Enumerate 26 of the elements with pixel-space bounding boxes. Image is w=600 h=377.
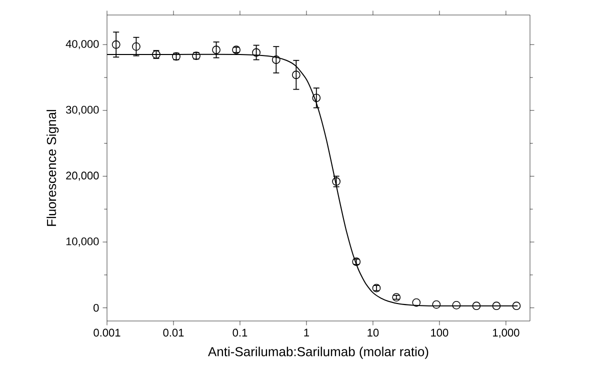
x-tick-label: 1 [304,328,309,336]
x-axis-title: Anti-Sarilumab:Sarilumab (molar ratio) [208,346,428,359]
y-tick-label: 0 [94,304,99,312]
point [272,56,280,64]
y-tick-label: 40,000 [66,40,99,50]
point [452,300,461,310]
x-tick-label: 0.1 [232,328,248,337]
point [212,46,220,54]
x-tick-label: 0.001 [94,328,120,337]
y-tick-label: 30,000 [66,106,99,115]
point [312,94,321,102]
point [292,70,300,80]
point [132,42,140,51]
x-tick-label: 0.01 [163,328,184,337]
point [432,300,441,309]
y-tick-label: 10,000 [66,237,99,247]
y-tick-label: 20,000 [66,172,99,181]
point [492,302,501,310]
point [112,40,120,49]
x-tick-label: 100 [431,328,448,337]
point [412,298,421,307]
point [252,48,261,57]
point [472,302,481,310]
x-tick-label: 10 [368,328,379,337]
x-tick-label: 1,000 [493,328,520,338]
y-axis-title: Fluorescence Signal [46,110,59,226]
